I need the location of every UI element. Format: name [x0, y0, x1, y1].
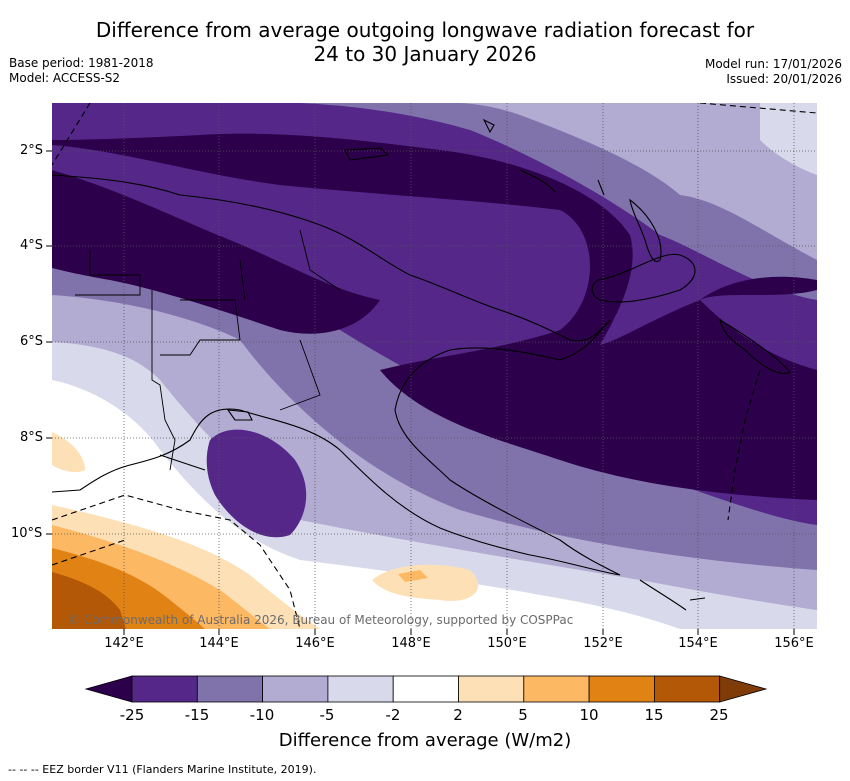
colorbar-segment	[131, 675, 198, 703]
field-plus5-spot	[398, 570, 428, 582]
new-guinea-coast	[52, 174, 621, 576]
coastlines	[52, 118, 791, 611]
colorbar-tick-label: 15	[644, 706, 664, 724]
northern-islands	[482, 118, 605, 196]
field-plus2-patch-north	[52, 432, 85, 473]
title-line-2: 24 to 30 January 2026	[313, 42, 537, 66]
provincial-boundaries	[75, 229, 341, 411]
colorbar-segment	[262, 675, 329, 703]
lat-label-4s: 4°S	[20, 238, 44, 253]
colorbar-segment	[654, 675, 721, 703]
colorbar-segment	[458, 675, 525, 703]
borders	[75, 229, 341, 471]
colorbar	[84, 675, 768, 703]
axis-ticks	[46, 150, 795, 635]
field-minus25-core	[52, 133, 817, 500]
png-indonesia-border	[151, 290, 176, 471]
colorbar-tick-label: 5	[518, 706, 528, 724]
colorbar-arrow-low	[84, 675, 133, 703]
colorbar-tick-label: 10	[579, 706, 599, 724]
new-britain-coast	[591, 253, 696, 303]
colorbar-segment	[327, 675, 394, 703]
lon-label-144e: 144°E	[199, 636, 239, 651]
meta-right: Model run: 17/01/2026 Issued: 20/01/2026	[705, 57, 842, 87]
title-line-1: Difference from average outgoing longwav…	[95, 18, 755, 42]
colorbar-tick-label: -15	[184, 706, 210, 724]
footer-legend: -- -- -- EEZ border V11 (Flanders Marine…	[8, 763, 317, 776]
colorbar-segment	[392, 675, 459, 703]
field-plus2-patch-east	[372, 564, 479, 601]
field-band-minus5	[460, 103, 817, 260]
lat-label-10s: 10°S	[11, 526, 43, 541]
lon-label-152e: 152°E	[583, 636, 623, 651]
graticule	[52, 103, 817, 629]
colorbar-tick-label: 25	[709, 706, 729, 724]
lat-label-2s: 2°S	[20, 143, 44, 158]
colorbar-tick-label: 2	[453, 706, 463, 724]
field-band-minus2-ne	[760, 103, 817, 175]
eez-south	[52, 539, 126, 566]
lon-label-142e: 142°E	[104, 636, 144, 651]
colorbar-tick-label: -10	[249, 706, 275, 724]
colorbar-title: Difference from average (W/m2)	[278, 730, 572, 751]
lat-label-8s: 8°S	[20, 430, 44, 445]
issued-date: Issued: 20/01/2026	[726, 72, 842, 86]
southern-islands	[159, 409, 253, 471]
bougainville-coast	[719, 318, 791, 374]
colorbar-arrow-high	[719, 675, 768, 703]
colorbar-segment	[588, 675, 655, 703]
colorbar-tick-label: -5	[319, 706, 335, 724]
copyright-notice: © Commonwealth of Australia 2026, Bureau…	[68, 613, 574, 627]
eez-southwest	[52, 494, 301, 629]
colorbar-segment	[196, 675, 264, 703]
base-period: Base period: 1981-2018	[9, 56, 154, 70]
field-minus15-southern-lobe	[206, 429, 307, 538]
colorbar-segment	[523, 675, 590, 703]
map-title: Difference from average outgoing longwav…	[0, 18, 850, 66]
meta-left: Base period: 1981-2018 Model: ACCESS-S2	[9, 56, 154, 86]
field-plus15-band	[52, 572, 126, 629]
lon-label-148e: 148°E	[391, 636, 431, 651]
eez-north	[52, 103, 91, 166]
manus-island	[344, 147, 390, 161]
colorbar-tick-label: -25	[119, 706, 145, 724]
louisiade-islands	[639, 579, 706, 611]
lon-label-146e: 146°E	[295, 636, 335, 651]
lon-label-154e: 154°E	[678, 636, 718, 651]
map-panel	[52, 103, 817, 629]
new-ireland-coast	[629, 198, 662, 263]
colorbar-tick-label: -2	[385, 706, 401, 724]
lon-label-150e: 150°E	[487, 636, 527, 651]
model-run: Model run: 17/01/2026	[704, 57, 842, 71]
lat-label-6s: 6°S	[20, 334, 44, 349]
model-name: Model: ACCESS-S2	[9, 71, 121, 85]
eez-borders	[52, 103, 817, 629]
field-minus25-west	[52, 170, 380, 334]
lon-label-156e: 156°E	[774, 636, 814, 651]
